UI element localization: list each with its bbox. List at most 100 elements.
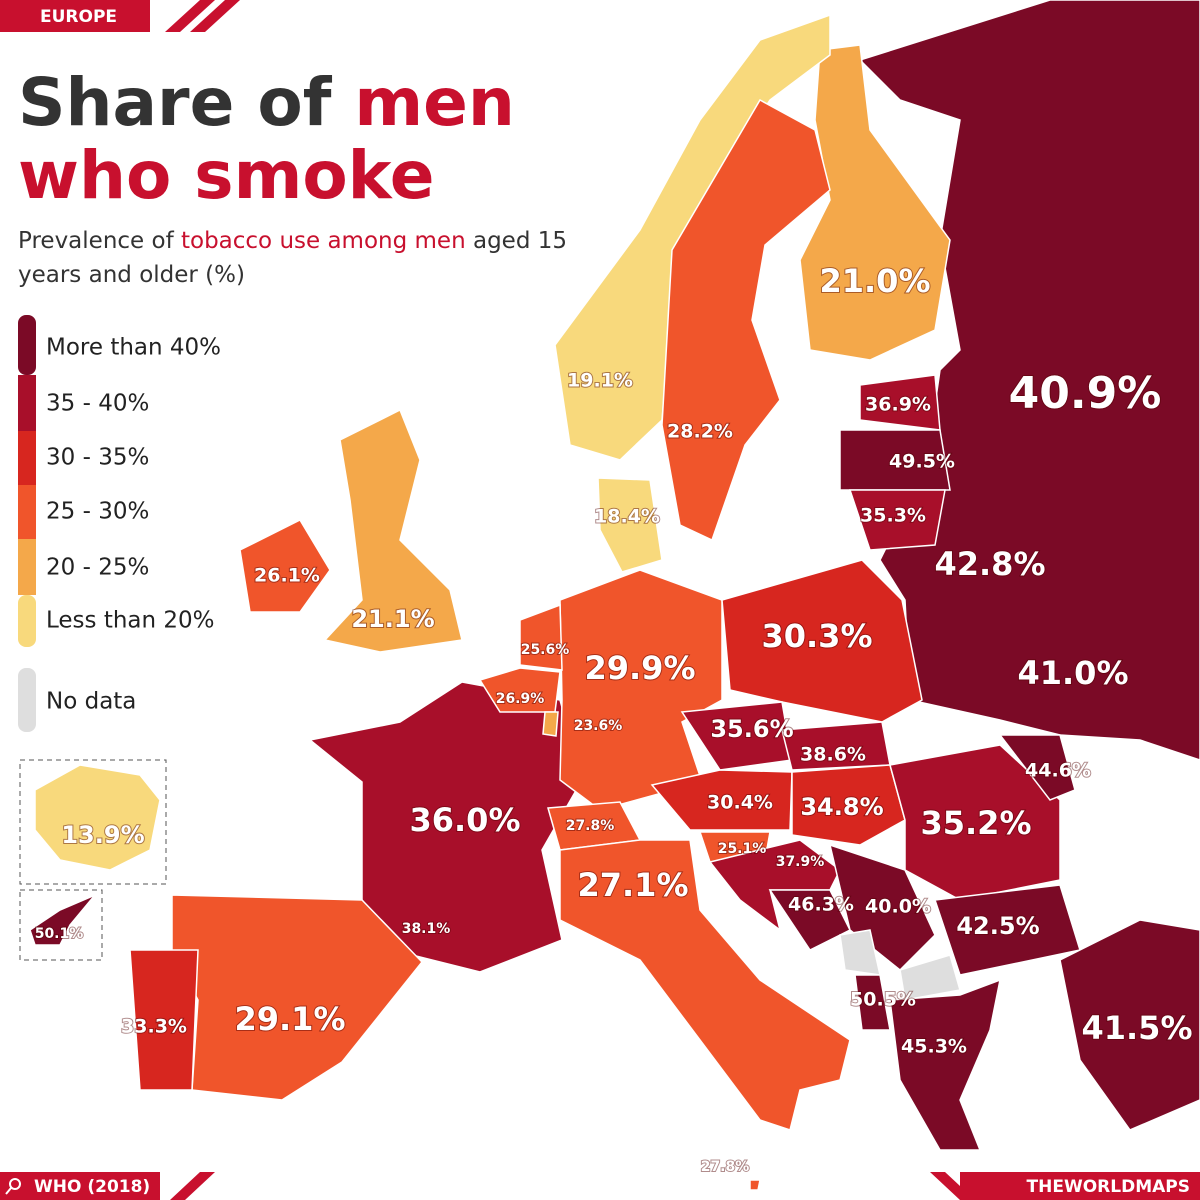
value-label: 50.5% xyxy=(850,989,916,1011)
value-label: 29.9% xyxy=(584,649,695,687)
brand: THEWORLDMAPS xyxy=(1027,1177,1190,1197)
value-label: 23.6% xyxy=(574,718,623,734)
stripe xyxy=(170,1172,215,1200)
value-label: 36.0% xyxy=(409,801,520,839)
albania xyxy=(854,974,891,1031)
legend: More than 40% 35 - 40% 30 - 35% 25 - 30%… xyxy=(18,315,221,732)
legend-label: 20 - 25% xyxy=(46,555,149,581)
poland xyxy=(721,559,923,723)
italy xyxy=(559,839,851,1131)
uk xyxy=(323,408,463,653)
serbia xyxy=(828,843,936,972)
legend-label: 25 - 30% xyxy=(46,499,149,525)
value-label: 26.9% xyxy=(496,691,545,707)
value-label: 28.2% xyxy=(667,421,733,443)
moldova xyxy=(998,734,1076,801)
source-badge xyxy=(0,1172,160,1200)
spain xyxy=(171,894,423,1101)
value-label: 42.8% xyxy=(934,545,1045,583)
value-labels: 21.0% 19.1% 28.2% 40.9% 36.9% 49.5% 18.4… xyxy=(34,261,1194,1176)
value-label: 29.1% xyxy=(234,1000,345,1038)
value-label: 30.3% xyxy=(761,617,872,655)
value-label: 19.1% xyxy=(567,370,633,392)
lithuania xyxy=(848,489,946,551)
title: Share of men xyxy=(18,64,515,141)
brand-badge xyxy=(960,1172,1200,1200)
value-label: 44.6% xyxy=(1025,760,1091,782)
value-label: 42.5% xyxy=(956,912,1039,940)
legend-label: More than 40% xyxy=(46,335,221,361)
value-label: 27.1% xyxy=(577,866,688,904)
value-label: 38.6% xyxy=(800,744,866,766)
legend-swatch xyxy=(18,539,36,595)
cyprus xyxy=(29,894,96,946)
cyprus-inset xyxy=(19,889,103,961)
value-label: 35.3% xyxy=(860,505,926,527)
title-line2: who smoke xyxy=(18,137,435,214)
value-label: 26.1% xyxy=(254,565,320,587)
value-label: 18.4% xyxy=(594,506,660,528)
subtitle-start: Prevalence of xyxy=(18,228,174,254)
region: EUROPE xyxy=(40,7,117,27)
value-label: 27.8% xyxy=(566,818,615,834)
turkey xyxy=(1059,919,1200,1131)
value-label: 33.3% xyxy=(121,1016,187,1038)
value-label: 49.5% xyxy=(889,451,955,473)
stripe xyxy=(190,0,240,32)
value-label: 40.9% xyxy=(1009,368,1162,419)
legend-swatch xyxy=(18,375,36,431)
latvia xyxy=(839,429,951,491)
iceland xyxy=(34,764,161,871)
value-label: 34.8% xyxy=(800,793,883,821)
austria xyxy=(650,769,793,831)
title-dark: Share of xyxy=(18,64,333,141)
value-label: 25.1% xyxy=(718,841,767,857)
value-label: 45.3% xyxy=(901,1036,967,1058)
countries xyxy=(29,0,1200,1191)
value-label: 25.6% xyxy=(521,642,570,658)
belgium xyxy=(478,667,561,713)
legend-label: 30 - 35% xyxy=(46,445,149,471)
luxembourg xyxy=(542,711,559,737)
france xyxy=(308,681,583,973)
legend-swatch xyxy=(18,485,36,539)
no-data-area xyxy=(899,954,961,1001)
netherlands xyxy=(519,603,563,671)
legend-label: No data xyxy=(46,689,136,715)
value-label: 35.6% xyxy=(710,715,793,743)
legend-swatch xyxy=(18,431,36,485)
value-label: 21.0% xyxy=(819,262,930,300)
germany xyxy=(559,569,723,811)
subtitle: Prevalence of tobacco use among men aged… xyxy=(18,224,608,292)
legend-swatch xyxy=(18,668,36,732)
value-label: 27.8% xyxy=(701,1159,750,1175)
source: WHO (2018) xyxy=(34,1177,150,1197)
subtitle-red: tobacco use among men xyxy=(180,228,466,254)
value-label: 13.9% xyxy=(61,821,144,849)
legend-label: 35 - 40% xyxy=(46,391,149,417)
value-label: 37.9% xyxy=(776,854,825,870)
legend-label: Less than 20% xyxy=(46,608,215,634)
value-label: 35.2% xyxy=(920,804,1031,842)
search-icon xyxy=(5,1187,12,1195)
value-label: 46.3% xyxy=(788,894,854,916)
sweden xyxy=(661,98,831,542)
hungary xyxy=(791,764,906,846)
stripe xyxy=(165,0,215,32)
value-label: 36.9% xyxy=(865,394,931,416)
legend-swatch xyxy=(18,315,36,375)
greece xyxy=(889,978,1002,1151)
value-label: 41.5% xyxy=(1081,1009,1192,1047)
value-label: 41.0% xyxy=(1017,654,1128,692)
value-label: 40.0% xyxy=(865,896,931,918)
romania xyxy=(889,744,1061,901)
search-icon xyxy=(9,1178,21,1190)
legend-swatch xyxy=(18,595,36,647)
value-label: 38.1% xyxy=(402,921,451,937)
region-badge xyxy=(0,0,150,32)
value-label: 30.4% xyxy=(707,792,773,814)
malta xyxy=(749,1179,761,1191)
value-label: 50.1% xyxy=(35,926,84,942)
iceland-inset xyxy=(19,759,167,885)
